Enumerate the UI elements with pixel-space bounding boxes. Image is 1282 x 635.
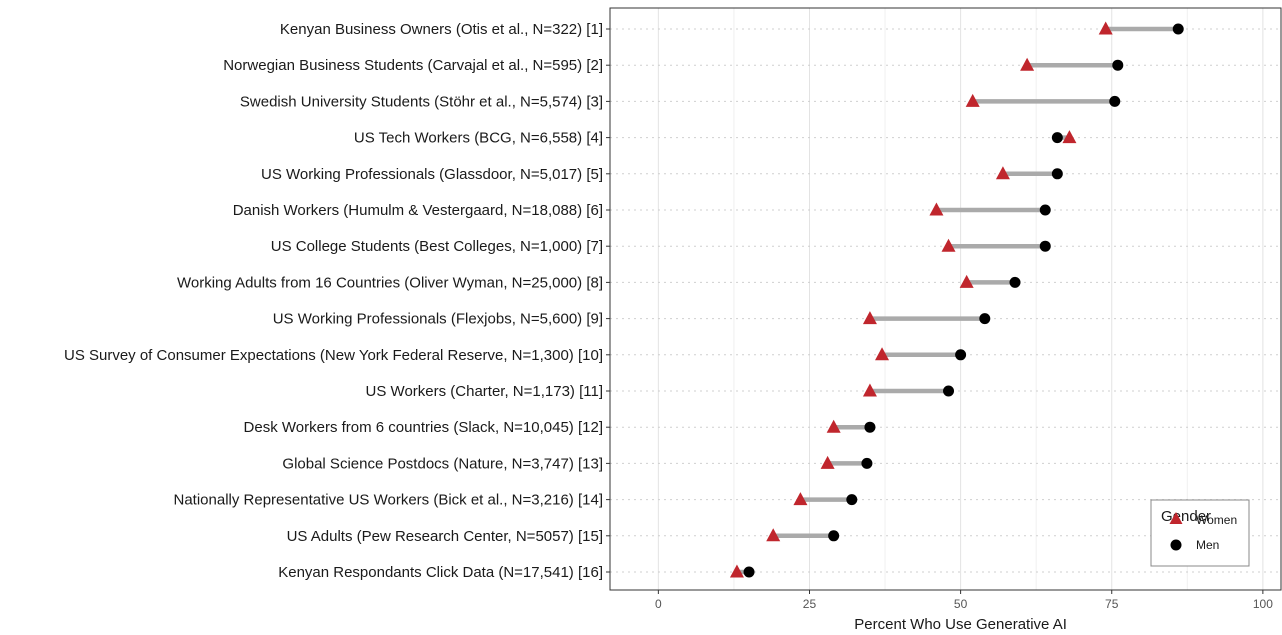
men-point (861, 457, 873, 469)
point-layer (729, 21, 1184, 578)
women-point (1098, 21, 1113, 35)
women-point (1020, 57, 1035, 71)
legend: Gender Women Men (1150, 499, 1250, 567)
men-point (828, 530, 840, 542)
women-point (826, 419, 841, 433)
y-category-label: US Survey of Consumer Expectations (New … (64, 347, 603, 364)
women-point (820, 455, 835, 469)
x-tick-label: 25 (803, 597, 817, 611)
men-point (743, 566, 755, 578)
x-axis-title: Percent Who Use Generative AI (854, 616, 1067, 633)
plot-panel-border (609, 7, 1282, 591)
women-point (862, 383, 877, 397)
x-tick-label: 100 (1253, 597, 1273, 611)
y-category-label: Global Science Postdocs (Nature, N=3,747… (282, 455, 603, 472)
men-point (1051, 132, 1063, 144)
women-point (1062, 130, 1077, 144)
men-point (1009, 276, 1021, 288)
men-point (1051, 168, 1063, 180)
legend-women-label: Women (1196, 513, 1237, 527)
women-point (941, 238, 956, 252)
y-category-label: US College Students (Best Colleges, N=1,… (271, 238, 603, 255)
y-category-label: US Adults (Pew Research Center, N=5057) … (287, 528, 603, 545)
y-category-label: Danish Workers (Humulm & Vestergaard, N=… (233, 202, 603, 219)
men-point (1039, 240, 1051, 252)
men-point (979, 313, 991, 325)
y-category-label: Nationally Representative US Workers (Bi… (174, 492, 604, 509)
men-point (1112, 59, 1124, 71)
x-tick-label: 75 (1105, 597, 1119, 611)
y-category-label: US Working Professionals (Glassdoor, N=5… (261, 166, 603, 183)
y-category-label: Desk Workers from 6 countries (Slack, N=… (244, 419, 603, 436)
legend-men-label: Men (1196, 538, 1219, 552)
x-axis-ticks: 0 25 50 75 100 (655, 590, 1273, 611)
y-category-label: US Working Professionals (Flexjobs, N=5,… (273, 311, 603, 328)
men-point (943, 385, 955, 397)
men-point (1109, 95, 1121, 107)
men-point (864, 421, 876, 433)
legend-men-circle-icon (1170, 539, 1182, 551)
men-point (846, 494, 858, 506)
women-point (995, 166, 1010, 180)
y-category-label: Working Adults from 16 Countries (Oliver… (177, 274, 603, 291)
y-category-label: Kenyan Business Owners (Otis et al., N=3… (280, 21, 603, 38)
men-point (1039, 204, 1051, 216)
women-point (965, 93, 980, 107)
women-point (729, 564, 744, 578)
y-axis-labels: Kenyan Business Owners (Otis et al., N=3… (64, 21, 610, 581)
y-category-label: US Workers (Charter, N=1,173) [11] (366, 383, 603, 400)
x-tick-label: 50 (954, 597, 968, 611)
y-category-label: Swedish University Students (Stöhr et al… (240, 93, 603, 110)
men-point (955, 349, 967, 361)
men-point (1172, 23, 1184, 35)
legend-box (1150, 499, 1250, 567)
y-category-label: US Tech Workers (BCG, N=6,558) [4] (354, 130, 603, 147)
women-point (875, 347, 890, 361)
women-point (959, 274, 974, 288)
y-category-label: Kenyan Respondants Click Data (N=17,541)… (278, 564, 603, 581)
women-point (793, 492, 808, 506)
women-point (929, 202, 944, 216)
women-point (766, 528, 781, 542)
x-tick-label: 0 (655, 597, 662, 611)
legend-women-triangle-icon (1169, 512, 1183, 524)
women-point (862, 311, 877, 325)
y-category-label: Norwegian Business Students (Carvajal et… (223, 57, 603, 74)
